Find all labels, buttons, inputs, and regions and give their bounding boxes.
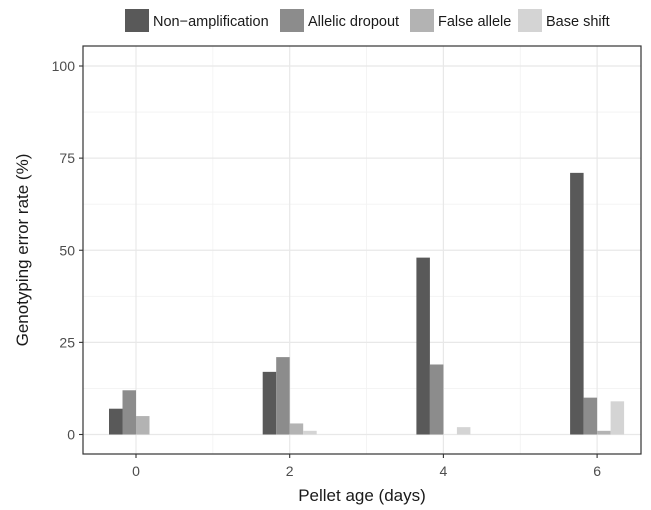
legend: Non−amplification Allelic dropout False al… [125,9,610,32]
bar-non-amplification-6 [570,172,584,435]
bar-non-amplification-4 [416,257,430,435]
bar-base-shift-6 [610,401,625,435]
bar-allelic-dropout-4 [429,364,444,435]
y-tick-label: 75 [59,150,75,166]
bar-base-shift-2 [303,430,317,435]
legend-key [125,9,149,32]
bar-allelic-dropout-2 [276,357,290,435]
y-axis-title: Genotyping error rate (%) [13,154,32,347]
bar-false-allele-0 [136,416,150,435]
bar-base-shift-4 [456,427,471,435]
y-tick-label: 0 [67,427,75,443]
bar-allelic-dropout-0 [122,390,136,435]
legend-key [518,9,542,32]
legend-item-non-amplification: Non−amplification [125,9,269,32]
legend-label: Base shift [546,14,610,30]
y-tick-label: 100 [52,58,76,74]
x-axis-title: Pellet age (days) [298,486,426,505]
bar-non-amplification-0 [109,408,123,435]
y-axis: 0 25 50 75 100 [52,58,83,443]
legend-key [410,9,434,32]
legend-label: Allelic dropout [308,14,399,30]
legend-item-base-shift: Base shift [518,9,610,32]
bar-allelic-dropout-6 [583,397,598,435]
x-axis: 0 2 4 6 [132,454,601,479]
legend-item-false-allele: False allele [410,9,511,32]
grid-lines [83,46,641,454]
y-tick-label: 50 [59,242,75,258]
x-tick-label: 0 [132,463,140,479]
legend-label: False allele [438,14,511,30]
bar-false-allele-6 [597,430,611,435]
y-tick-label: 25 [59,334,75,350]
x-tick-label: 6 [593,463,601,479]
bars [109,172,625,435]
legend-label: Non−amplification [153,14,269,30]
legend-item-allelic-dropout: Allelic dropout [280,9,399,32]
x-tick-label: 4 [440,463,448,479]
x-tick-label: 2 [286,463,294,479]
bar-non-amplification-2 [262,371,277,435]
legend-key [280,9,304,32]
bar-false-allele-2 [289,423,304,435]
